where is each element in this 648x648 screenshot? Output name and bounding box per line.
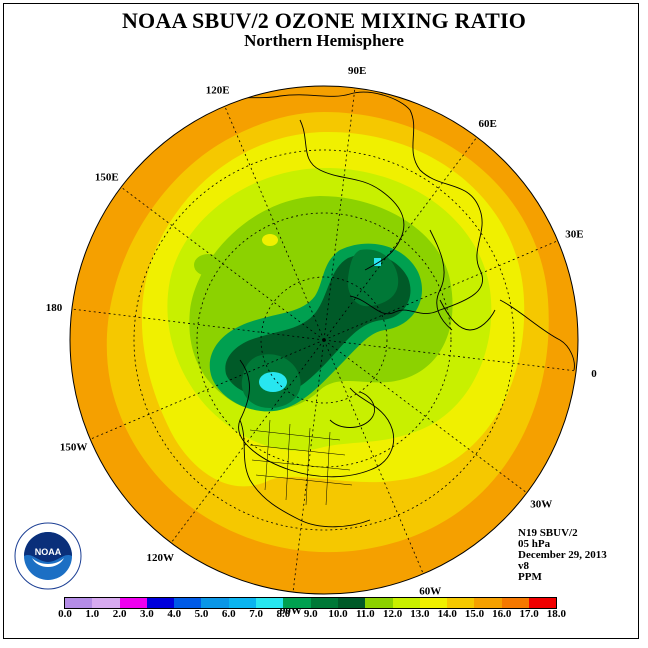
longitude-label: 120W bbox=[147, 552, 175, 564]
meridian-line bbox=[170, 339, 325, 544]
info-block: N19 SBUV/2 05 hPa December 29, 2013 v8 P… bbox=[518, 528, 607, 583]
colorbar-tick-label: 16.0 bbox=[492, 608, 512, 620]
colorbar-tick-label: 0.0 bbox=[58, 608, 72, 620]
colorbar-tick-label: 6.0 bbox=[221, 608, 236, 620]
colorbar-tick-label: 2.0 bbox=[112, 608, 127, 620]
longitude-label: 30E bbox=[565, 229, 583, 241]
longitude-label: 90E bbox=[348, 65, 366, 77]
longitude-label: 180 bbox=[46, 302, 63, 314]
colorbar-segment bbox=[92, 598, 120, 608]
longitude-label: 120E bbox=[206, 85, 230, 97]
field-13b bbox=[262, 234, 278, 246]
version-label: v8 bbox=[518, 560, 529, 572]
lat-circle-15 bbox=[133, 149, 515, 531]
meridian-line bbox=[120, 186, 325, 341]
colorbar-segment bbox=[419, 598, 448, 608]
colorbar-segment bbox=[65, 598, 93, 608]
colorbar-segment bbox=[119, 598, 147, 608]
noaa-logo: NOAA bbox=[14, 522, 82, 590]
longitude-label: 60E bbox=[479, 118, 497, 130]
meridian-line bbox=[224, 106, 325, 341]
colorbar-segment bbox=[501, 598, 530, 608]
colorbar-tick-label: 4.0 bbox=[167, 608, 182, 620]
colorbar-tick-label: 1.0 bbox=[85, 608, 100, 620]
colorbar-segment bbox=[474, 598, 502, 608]
field-7 bbox=[259, 372, 287, 392]
logo-text: NOAA bbox=[35, 547, 62, 557]
colorbar-segment bbox=[337, 598, 366, 608]
colorbar-segment bbox=[447, 598, 475, 608]
longitude-label: 60W bbox=[419, 585, 441, 597]
logo-bird-shape bbox=[24, 532, 72, 562]
meridian-line bbox=[90, 339, 325, 440]
colorbar-labels: 0.0 1.0 2.0 3.0 4.0 5.0 6.0 7.0 8.0 9.0 10.0 11.0 12… bbox=[0, 608, 648, 622]
colorbar bbox=[64, 597, 558, 609]
pressure-level-label: 05 hPa bbox=[518, 538, 551, 550]
graticule bbox=[71, 87, 577, 593]
ozone-field bbox=[70, 86, 578, 594]
colorbar-segment bbox=[256, 598, 284, 608]
meridian-line bbox=[323, 339, 528, 494]
coastlines bbox=[209, 91, 575, 528]
longitude-label: 0 bbox=[591, 368, 597, 380]
map-boundary bbox=[69, 85, 579, 595]
longitude-label: 30W bbox=[530, 499, 552, 511]
meridian-line bbox=[323, 339, 577, 372]
meridian-line bbox=[323, 136, 478, 341]
colorbar-segment bbox=[201, 598, 229, 608]
colorbar-segment bbox=[365, 598, 393, 608]
colorbar-segment bbox=[283, 598, 311, 608]
meridian-line bbox=[323, 87, 356, 341]
meridian-line bbox=[71, 308, 325, 341]
colorbar-tick-label: 14.0 bbox=[437, 608, 457, 620]
title: NOAA SBUV/2 OZONE MIXING RATIO bbox=[121, 8, 527, 33]
colorbar-tick-label: 15.0 bbox=[464, 608, 485, 620]
colorbar-tick-label: 10.0 bbox=[328, 608, 348, 620]
colorbar-segment bbox=[310, 598, 338, 608]
lat-circle-60 bbox=[260, 276, 388, 404]
colorbar-tick-label: 9.0 bbox=[303, 608, 318, 620]
meridian-line bbox=[292, 339, 325, 593]
longitude-label: 150E bbox=[95, 171, 119, 183]
colorbar-tick-label: 3.0 bbox=[140, 608, 154, 620]
meridian-line bbox=[323, 339, 424, 574]
longitude-label: 150W bbox=[60, 441, 88, 453]
logo-wave bbox=[32, 558, 64, 567]
colorbar-segment bbox=[392, 598, 420, 608]
instrument-label: N19 SBUV/2 bbox=[518, 527, 578, 539]
subtitle: Northern Hemisphere bbox=[244, 31, 404, 50]
meridian-line bbox=[323, 240, 558, 341]
colorbar-segment bbox=[174, 598, 202, 608]
colorbar-tick-label: 5.0 bbox=[194, 608, 209, 620]
field-7b bbox=[374, 258, 381, 266]
units-label: PPM bbox=[518, 571, 542, 583]
colorbar-tick-label: 13.0 bbox=[410, 608, 430, 620]
colorbar-tick-label: 17.0 bbox=[519, 608, 539, 620]
colorbar-segment bbox=[146, 598, 175, 608]
colorbar-tick-label: 11.0 bbox=[355, 608, 375, 620]
field-11b bbox=[194, 254, 222, 276]
colorbar-segment bbox=[228, 598, 257, 608]
colorbar-tick-label: 8.0 bbox=[276, 608, 291, 620]
colorbar-tick-label: 12.0 bbox=[382, 608, 403, 620]
colorbar-tick-label: 18.0 bbox=[546, 608, 567, 620]
colorbar-segment bbox=[529, 598, 557, 608]
meridians bbox=[71, 87, 577, 593]
colorbar-tick-label: 7.0 bbox=[249, 608, 263, 620]
lat-circle-30 bbox=[196, 212, 452, 468]
figure-frame bbox=[3, 3, 639, 639]
date-label: December 29, 2013 bbox=[518, 549, 607, 561]
